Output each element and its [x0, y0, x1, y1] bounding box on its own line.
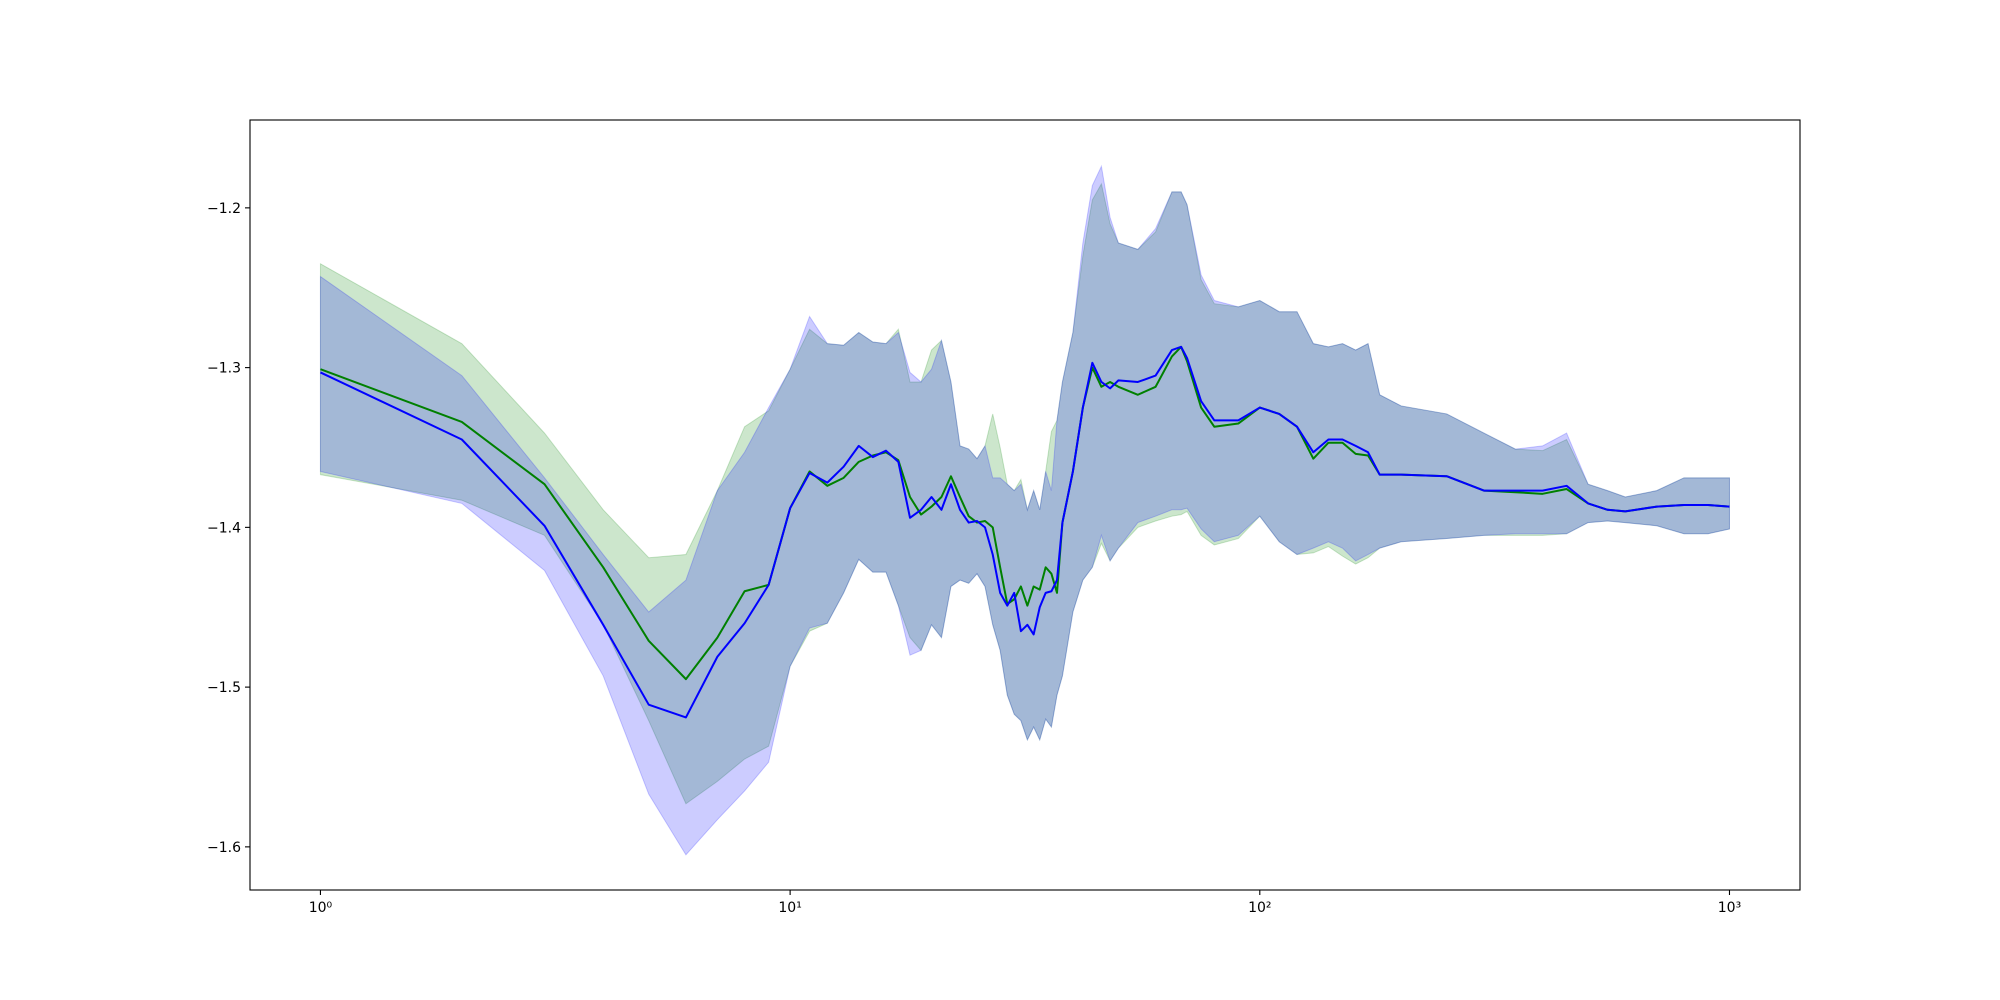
x-tick-label: 10⁰ [309, 900, 333, 916]
plot-area [319, 164, 1730, 856]
confidence-band [319, 164, 1730, 856]
x-tick-label: 10¹ [778, 900, 801, 916]
x-tick-label: 10³ [1718, 900, 1741, 916]
line [320, 345, 1730, 719]
y-tick-label: −1.6 [207, 840, 241, 856]
axes-frame [249, 119, 1801, 891]
y-tick-label: −1.4 [207, 520, 241, 536]
confidence-band [319, 182, 1730, 805]
y-tick-label: −1.5 [207, 680, 241, 696]
y-tick-label: −1.3 [207, 361, 241, 377]
y-tick-label: −1.2 [207, 201, 241, 217]
x-tick-label: 10² [1248, 900, 1271, 916]
